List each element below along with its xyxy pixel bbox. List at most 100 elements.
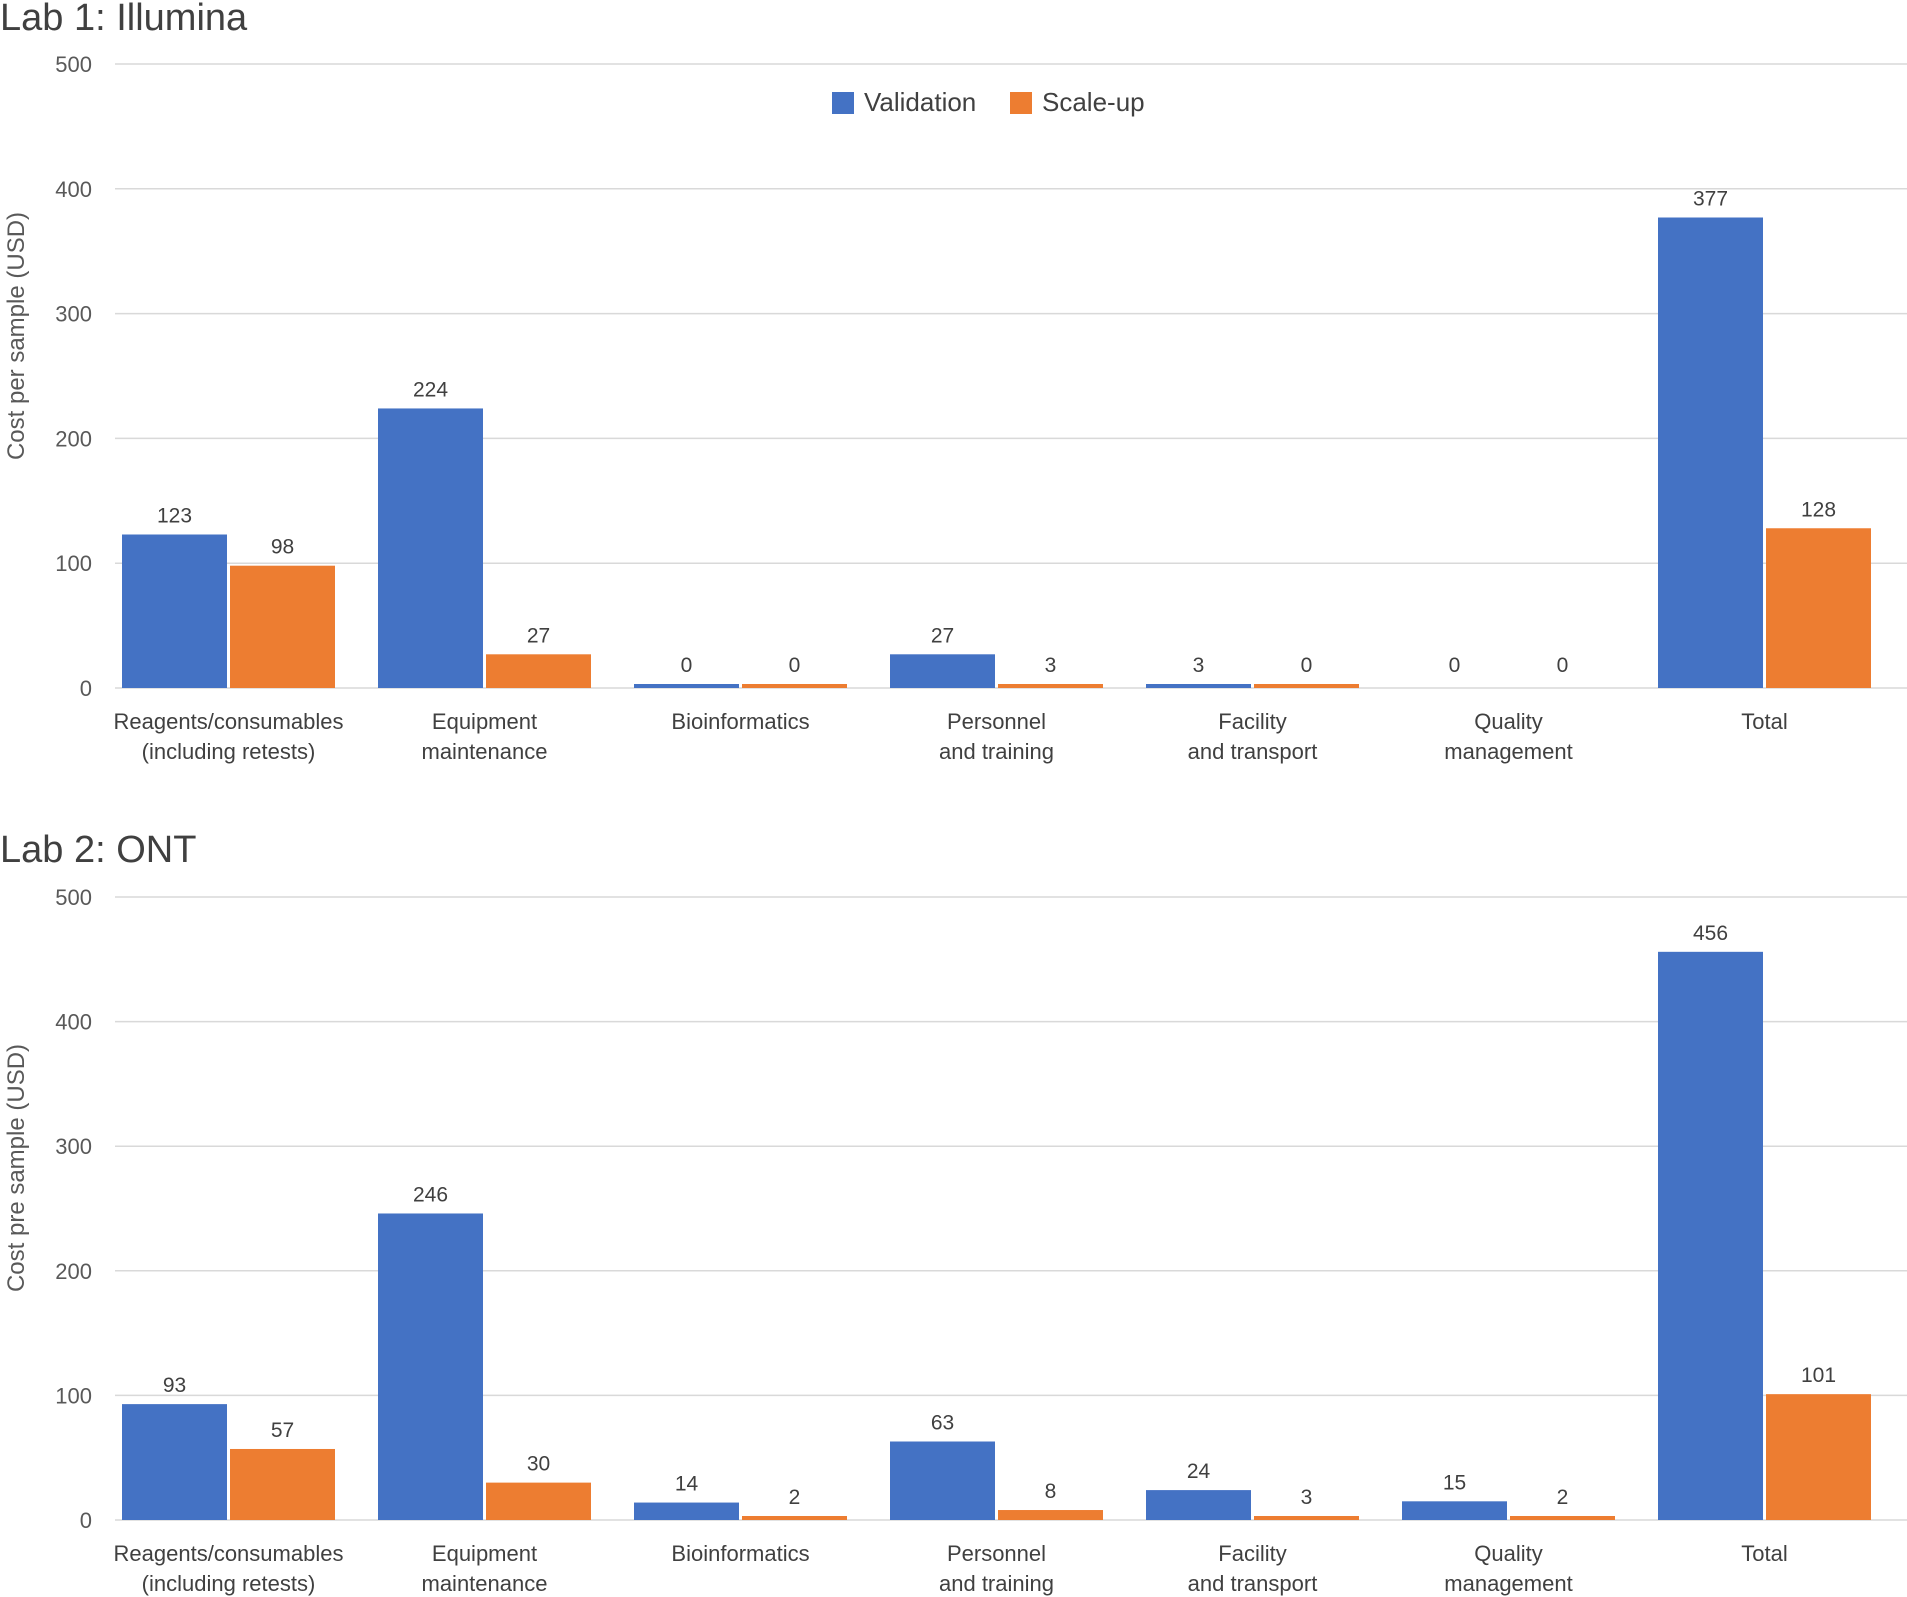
chart-panel-2: Lab 2: ONT 0 100 200 300 400 500 Cost pre sampl…: [0, 829, 1907, 1596]
x-category-label: and training: [939, 739, 1054, 764]
data-label: 2: [1557, 1486, 1569, 1509]
data-label: 246: [413, 1183, 448, 1206]
data-label: 8: [1045, 1480, 1057, 1503]
x-category-label: and transport: [1188, 1571, 1318, 1596]
y-tick-label: 100: [55, 551, 92, 576]
data-label: 27: [931, 624, 954, 647]
bar-validation: [634, 684, 739, 688]
data-label: 0: [1301, 654, 1313, 677]
data-label: 128: [1801, 498, 1836, 521]
bar-scale-up: [486, 1482, 591, 1520]
bar-scale-up: [742, 1516, 847, 1520]
legend-swatch: [832, 92, 854, 114]
bar-validation: [1658, 951, 1763, 1520]
bar-scale-up: [230, 565, 335, 688]
bar-validation: [634, 1502, 739, 1520]
x-category-label: Facility: [1218, 709, 1286, 734]
x-category-label: management: [1444, 1571, 1572, 1596]
x-category-label: Quality: [1474, 1541, 1542, 1566]
x-category-label: management: [1444, 739, 1572, 764]
x-category-label: Equipment: [432, 709, 537, 734]
data-label: 2: [789, 1486, 801, 1509]
data-label: 0: [1557, 654, 1569, 677]
data-label: 101: [1801, 1364, 1836, 1387]
legend-label: Scale-up: [1042, 87, 1145, 117]
legend-label: Validation: [864, 87, 976, 117]
bar-scale-up: [998, 684, 1103, 688]
data-label: 3: [1045, 654, 1057, 677]
data-label: 14: [675, 1473, 699, 1496]
bar-validation: [378, 1213, 483, 1520]
y-tick-label: 400: [55, 177, 92, 202]
x-category-label: Bioinformatics: [671, 709, 809, 734]
chart-title: Lab 2: ONT: [0, 829, 196, 871]
y-tick-label: 0: [80, 1508, 92, 1533]
data-label: 0: [1449, 654, 1461, 677]
data-label: 0: [789, 654, 801, 677]
y-tick-label: 300: [55, 302, 92, 327]
x-category-label: Reagents/consumables: [114, 709, 344, 734]
bar-scale-up: [1254, 684, 1359, 688]
bar-scale-up: [998, 1510, 1103, 1520]
bar-scale-up: [1766, 528, 1871, 688]
bar-scale-up: [230, 1448, 335, 1520]
chart-title: Lab 1: Illumina: [0, 0, 248, 39]
y-tick-label: 0: [80, 676, 92, 701]
bar-scale-up: [486, 654, 591, 688]
y-axis-title: Cost pre sample (USD): [3, 1044, 30, 1292]
bar-validation: [122, 1404, 227, 1520]
legend-swatch: [1010, 92, 1032, 114]
data-label: 98: [271, 536, 294, 559]
data-label: 15: [1443, 1471, 1466, 1494]
y-tick-label: 500: [55, 52, 92, 77]
data-label: 27: [527, 624, 550, 647]
bar-validation: [1658, 217, 1763, 688]
x-category-label: Personnel: [947, 1541, 1046, 1566]
y-tick-label: 200: [55, 1259, 92, 1284]
x-category-label: maintenance: [422, 1571, 548, 1596]
data-label: 224: [413, 378, 448, 401]
data-label: 57: [271, 1419, 294, 1442]
bar-scale-up: [1510, 1516, 1615, 1520]
x-category-label: Bioinformatics: [671, 1541, 809, 1566]
bar-validation: [378, 408, 483, 688]
x-category-label: Equipment: [432, 1541, 537, 1566]
x-category-label: (including retests): [142, 1571, 316, 1596]
x-category-label: Personnel: [947, 709, 1046, 734]
x-category-label: Quality: [1474, 709, 1542, 734]
bar-scale-up: [1766, 1394, 1871, 1520]
bar-validation: [1146, 684, 1251, 688]
bar-validation: [1402, 1501, 1507, 1520]
bar-scale-up: [742, 684, 847, 688]
y-tick-label: 300: [55, 1134, 92, 1159]
bar-validation: [1146, 1490, 1251, 1520]
data-label: 3: [1193, 654, 1205, 677]
bar-validation: [890, 654, 995, 688]
data-label: 377: [1693, 188, 1728, 211]
data-label: 456: [1693, 922, 1728, 945]
y-axis-title: Cost per sample (USD): [3, 212, 30, 460]
y-tick-label: 200: [55, 426, 92, 451]
x-category-label: and transport: [1188, 739, 1318, 764]
x-category-label: maintenance: [422, 739, 548, 764]
bar-validation: [890, 1441, 995, 1520]
x-category-label: Reagents/consumables: [114, 1541, 344, 1566]
data-label: 3: [1301, 1486, 1313, 1509]
x-category-label: Total: [1741, 709, 1787, 734]
data-label: 63: [931, 1412, 954, 1435]
bar-validation: [122, 534, 227, 688]
data-label: 123: [157, 504, 192, 527]
data-label: 30: [527, 1453, 550, 1476]
x-category-label: (including retests): [142, 739, 316, 764]
y-tick-label: 500: [55, 885, 92, 910]
bar-scale-up: [1254, 1516, 1359, 1520]
legend: Validation Scale-up: [832, 87, 1145, 117]
data-label: 93: [163, 1374, 186, 1397]
data-label: 24: [1187, 1460, 1211, 1483]
x-category-label: and training: [939, 1571, 1054, 1596]
x-category-label: Total: [1741, 1541, 1787, 1566]
x-category-label: Facility: [1218, 1541, 1286, 1566]
y-tick-label: 100: [55, 1383, 92, 1408]
